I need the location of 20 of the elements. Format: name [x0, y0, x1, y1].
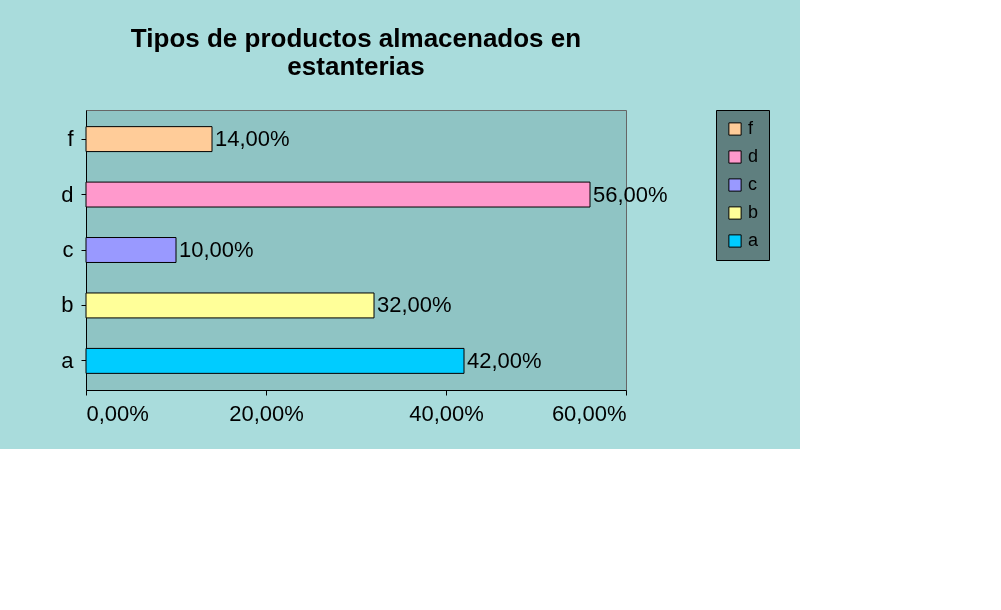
- legend-label: b: [748, 202, 759, 222]
- x-tick-label: 20,00%: [229, 400, 304, 426]
- y-tick-label: b: [61, 292, 74, 318]
- data-label: 10,00%: [179, 237, 254, 262]
- legend-label: a: [748, 230, 759, 250]
- y-tick-label: a: [61, 347, 75, 373]
- chart-title: Tipos de productos almacenados en estanterias: [130, 22, 582, 81]
- legend-label: d: [748, 146, 759, 166]
- data-label: 42,00%: [467, 347, 542, 373]
- x-tick-label: 60,00%: [551, 400, 627, 426]
- x-tick-label: 40,00%: [409, 400, 484, 426]
- legend-label: c: [748, 174, 757, 194]
- y-tick-label: c: [62, 237, 74, 262]
- y-tick-label: f: [67, 126, 75, 152]
- x-tick-label: 0,00%: [86, 400, 149, 426]
- data-label: 32,00%: [377, 292, 452, 318]
- y-tick-label: d: [61, 181, 74, 207]
- data-label: 56,00%: [593, 181, 668, 207]
- data-label: 14,00%: [215, 126, 290, 152]
- legend-label: f: [748, 118, 754, 138]
